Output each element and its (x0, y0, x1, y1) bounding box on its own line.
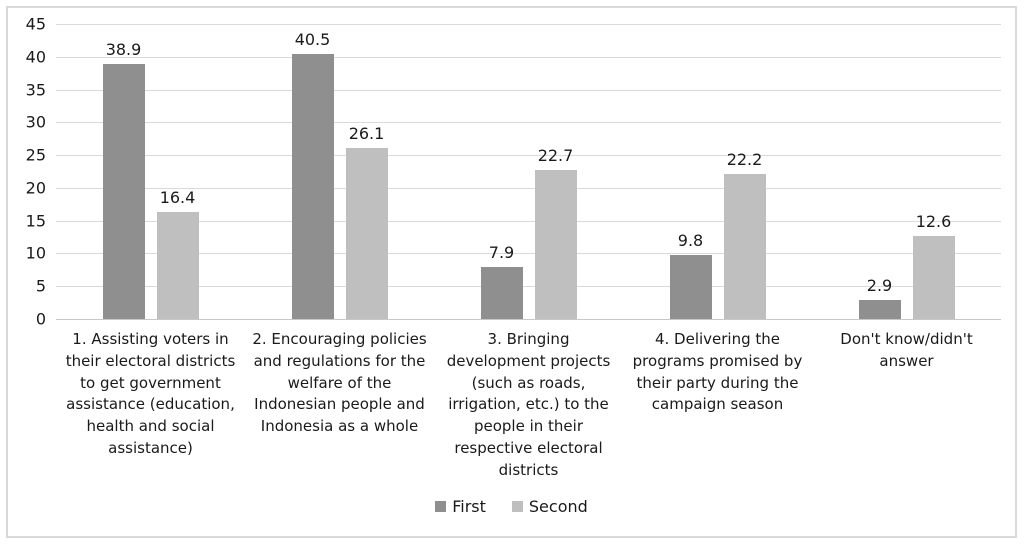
bar-value-label: 9.8 (677, 230, 704, 250)
bar-first (291, 53, 334, 319)
bar-second (156, 211, 199, 319)
legend-item-second: Second (511, 497, 588, 516)
legend-swatch-icon (435, 501, 447, 512)
bar-second (912, 236, 955, 319)
y-tick-label: 35 (25, 80, 46, 100)
y-axis: 45 40 35 30 25 20 15 10 5 0 (8, 15, 48, 329)
bar-value-label: 22.2 (726, 149, 763, 169)
bar-column: 40.5 (291, 29, 334, 319)
bar-value-label: 12.6 (915, 212, 952, 232)
gridline (56, 89, 1001, 91)
gridline (56, 187, 1001, 189)
y-tick-label: 20 (25, 178, 46, 198)
gridline (56, 220, 1001, 222)
bar-value-label: 22.7 (537, 146, 574, 166)
y-tick-label: 0 (35, 309, 46, 329)
y-tick-label: 5 (35, 276, 46, 296)
bar-value-label: 16.4 (159, 187, 196, 207)
x-category-label: 2. Encouraging policies and regulations … (252, 330, 427, 435)
bar-value-label: 7.9 (488, 243, 515, 263)
chart-figure: 45 40 35 30 25 20 15 10 5 0 38.9 16.4 40.5 26.1 7.9 22… (6, 6, 1017, 538)
gridline (56, 122, 1001, 124)
bar-column: 7.9 (480, 243, 523, 319)
gridline (56, 286, 1001, 288)
x-axis-labels: 1. Assisting voters in their electoral d… (56, 329, 1001, 481)
bar-column: 16.4 (156, 187, 199, 319)
bar-group: 38.9 16.4 (56, 24, 245, 319)
y-tick-label: 40 (25, 47, 46, 67)
bar-second (345, 147, 388, 319)
bar-group: 40.5 26.1 (245, 24, 434, 319)
bar-value-label: 2.9 (866, 276, 893, 295)
bar-column: 22.2 (723, 149, 766, 319)
plot-area: 38.9 16.4 40.5 26.1 7.9 22.7 9.8 22.2 2.9 12.6 (56, 24, 1001, 320)
bar-value-label: 26.1 (348, 123, 385, 143)
gridline (56, 253, 1001, 255)
bar-first (669, 254, 712, 319)
bar-first (480, 267, 523, 319)
bar-first (858, 300, 901, 319)
gridline (56, 56, 1001, 58)
legend-item-first: First (435, 497, 486, 516)
gridline (56, 155, 1001, 157)
bar-column: 22.7 (534, 146, 577, 319)
y-tick-label: 15 (25, 211, 46, 231)
bar-group: 7.9 22.7 (434, 24, 623, 319)
y-tick-label: 10 (25, 243, 46, 263)
bar-column: 38.9 (102, 40, 145, 319)
x-category-label: 1. Assisting voters in their electoral d… (65, 330, 236, 457)
bar-groups: 38.9 16.4 40.5 26.1 7.9 22.7 9.8 22.2 2.9 12.6 (56, 24, 1001, 319)
legend: First Second (8, 497, 1015, 516)
bar-group: 2.9 12.6 (812, 24, 1001, 319)
legend-swatch-icon (511, 501, 523, 512)
gridline (56, 24, 1001, 25)
bar-first (102, 64, 145, 319)
y-tick-label: 25 (25, 145, 46, 165)
bar-column: 12.6 (912, 212, 955, 319)
bar-second (534, 170, 577, 319)
bar-group: 9.8 22.2 (623, 24, 812, 319)
bar-column: 26.1 (345, 123, 388, 319)
bar-second (723, 173, 766, 319)
bar-column: 2.9 (858, 276, 901, 319)
x-category-label: Don't know/didn't answer (840, 330, 973, 370)
bar-column: 9.8 (669, 230, 712, 319)
y-tick-label: 45 (25, 14, 46, 34)
y-tick-label: 30 (25, 112, 46, 132)
x-category-label: 4. Delivering the programs promised by t… (632, 330, 803, 414)
legend-label: First (452, 497, 486, 516)
bar-value-label: 40.5 (294, 29, 331, 49)
legend-label: Second (528, 497, 588, 516)
x-category-label: 3. Bringing development projects (such a… (446, 330, 611, 479)
bar-value-label: 38.9 (105, 40, 142, 59)
x-axis-line (56, 319, 1001, 320)
